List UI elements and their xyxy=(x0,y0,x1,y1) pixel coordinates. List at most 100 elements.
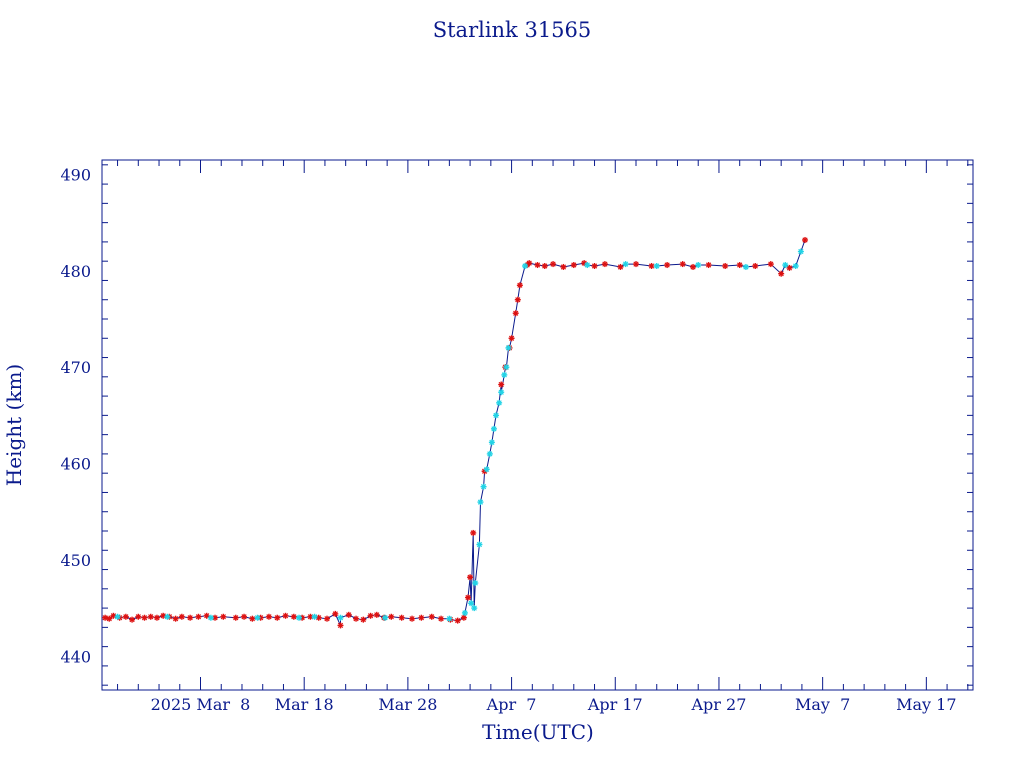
data-point-red xyxy=(570,262,577,269)
data-point-red xyxy=(465,594,472,601)
x-tick-label: May 17 xyxy=(896,695,956,714)
x-tick-label: Mar 18 xyxy=(275,695,334,714)
data-point-red xyxy=(601,261,608,268)
data-point-red xyxy=(373,611,380,618)
data-point-red xyxy=(470,529,477,536)
data-point-red xyxy=(129,616,136,623)
data-point-cyan xyxy=(742,263,749,270)
y-axis-label: Height (km) xyxy=(2,364,26,486)
data-point-red xyxy=(418,614,425,621)
data-point-red xyxy=(550,261,557,268)
data-point-red xyxy=(187,614,194,621)
data-point-red xyxy=(122,613,129,620)
data-point-red xyxy=(690,263,697,270)
data-point-red xyxy=(438,615,445,622)
data-point-red xyxy=(679,261,686,268)
data-point-cyan xyxy=(503,364,510,371)
data-point-red xyxy=(398,614,405,621)
data-point-cyan xyxy=(490,425,497,432)
x-tick-label: Apr 7 xyxy=(486,695,537,714)
data-point-cyan xyxy=(207,614,214,621)
data-point-red xyxy=(648,263,655,269)
data-point-cyan xyxy=(461,609,468,616)
data-point-cyan xyxy=(493,412,500,419)
data-markers xyxy=(102,236,809,629)
data-point-cyan xyxy=(311,613,318,620)
data-point-red xyxy=(274,614,281,621)
y-tick-label: 470 xyxy=(60,358,91,377)
data-point-red xyxy=(388,613,395,620)
data-point-red xyxy=(265,613,272,620)
data-point-red xyxy=(786,264,793,271)
data-point-cyan xyxy=(653,263,660,269)
y-tick-label: 480 xyxy=(60,262,91,281)
data-point-cyan xyxy=(496,399,503,406)
data-point-cyan xyxy=(468,600,475,607)
trace-line-group xyxy=(104,239,806,626)
data-point-cyan xyxy=(483,466,490,473)
data-point-red xyxy=(409,615,416,622)
data-point-red xyxy=(514,296,521,303)
data-point-red xyxy=(752,263,759,269)
data-point-red xyxy=(498,381,505,388)
data-point-red xyxy=(290,613,297,620)
data-point-red xyxy=(332,610,339,617)
data-point-red xyxy=(337,622,344,629)
data-point-red xyxy=(220,613,227,620)
data-point-red xyxy=(282,612,289,619)
y-tick-label: 440 xyxy=(60,647,91,666)
data-point-red xyxy=(508,335,515,342)
data-point-red xyxy=(232,614,239,621)
data-point-red xyxy=(767,261,774,268)
data-point-red xyxy=(345,611,352,618)
data-point-cyan xyxy=(486,450,493,457)
data-point-red xyxy=(367,612,374,619)
data-point-red xyxy=(153,614,160,621)
data-point-cyan xyxy=(382,614,389,621)
data-point-red xyxy=(460,614,467,621)
data-point-red xyxy=(102,614,109,621)
y-tick-label: 450 xyxy=(60,551,91,570)
data-point-cyan xyxy=(792,263,799,269)
data-point-red xyxy=(106,615,113,622)
data-point-cyan xyxy=(488,439,495,446)
data-point-red xyxy=(778,270,785,277)
data-point-red xyxy=(512,310,519,317)
data-point-cyan xyxy=(695,262,702,269)
data-point-red xyxy=(454,617,461,624)
data-point-cyan xyxy=(622,261,629,268)
x-tick-label: May 7 xyxy=(795,695,850,714)
data-point-cyan xyxy=(476,541,483,548)
tick-labels: 440 450 460 470 480 490 2025 Mar 8 Mar 18 Mar 28… xyxy=(60,165,956,714)
plot-frame xyxy=(101,159,974,691)
data-point-cyan xyxy=(501,371,508,378)
data-point-red xyxy=(110,612,117,619)
data-point-red xyxy=(172,615,179,622)
data-point-red xyxy=(360,616,367,623)
data-point-cyan xyxy=(472,580,479,587)
data-point-red xyxy=(722,263,729,269)
data-point-red xyxy=(541,263,548,269)
axis-ticks xyxy=(102,160,973,690)
data-point-red xyxy=(324,615,331,622)
data-point-red xyxy=(141,614,148,621)
data-point-red xyxy=(160,612,167,619)
data-point-red xyxy=(467,574,474,581)
data-point-cyan xyxy=(164,613,171,620)
y-tick-label: 460 xyxy=(60,455,91,474)
data-point-cyan xyxy=(471,605,478,612)
data-point-cyan xyxy=(522,263,529,269)
data-point-red xyxy=(705,262,712,269)
data-point-red xyxy=(591,263,598,269)
data-point-red xyxy=(736,262,743,269)
chart-title: Starlink 31565 xyxy=(433,18,592,42)
y-tick-label: 490 xyxy=(60,165,91,184)
data-point-red xyxy=(315,614,322,621)
data-point-red xyxy=(664,262,671,269)
data-point-red xyxy=(617,263,624,270)
data-point-red xyxy=(633,261,640,268)
data-point-red xyxy=(526,260,533,267)
data-point-red xyxy=(534,262,541,269)
data-point-cyan xyxy=(337,614,344,621)
